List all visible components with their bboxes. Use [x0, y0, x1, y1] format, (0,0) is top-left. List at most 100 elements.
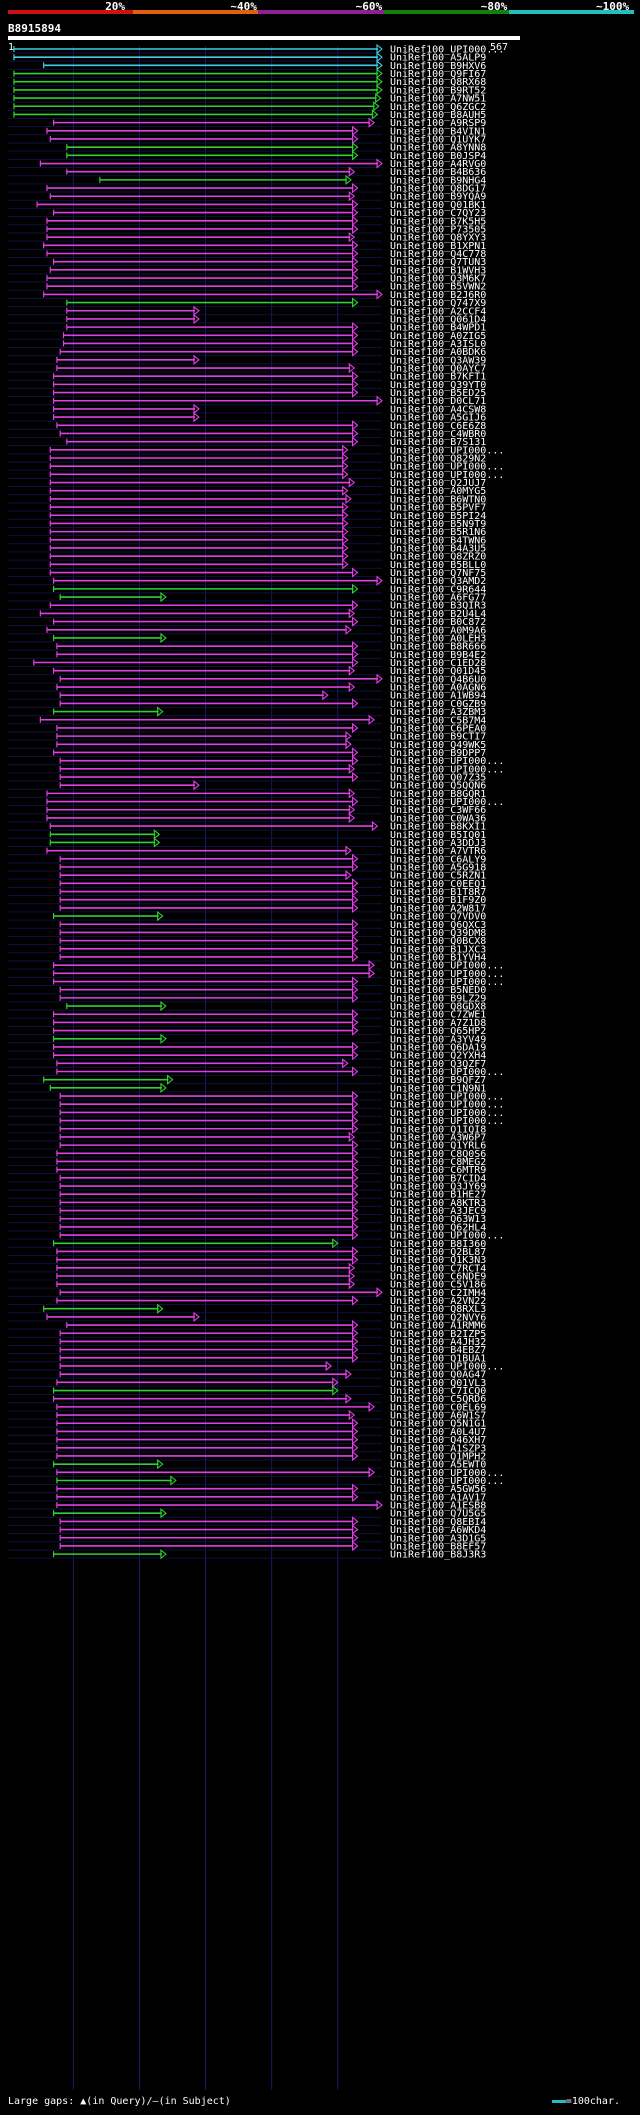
hit-label[interactable]: UniRef100_B8KXI1 [390, 822, 486, 833]
hit-label[interactable]: UniRef100_C2IMH4 [390, 1288, 486, 1299]
hit-label[interactable]: UniRef100_C0EL69 [390, 1402, 486, 1413]
hit-label[interactable]: UniRef100_Q1MPH2 [390, 1451, 486, 1462]
hit-label[interactable]: UniRef100_Q62HL4 [390, 1222, 486, 1233]
hit-label[interactable]: UniRef100_Q1YRL6 [390, 1141, 486, 1152]
hit-label[interactable]: UniRef100_B1F9Z0 [390, 895, 486, 906]
hit-label[interactable]: UniRef100_Q5N1G1 [390, 1419, 486, 1430]
hit-label[interactable]: UniRef100_B9LZ29 [390, 993, 486, 1004]
hit-label[interactable]: UniRef100_B4B636 [390, 167, 486, 178]
hit-label[interactable]: UniRef100_C0WA36 [390, 813, 486, 824]
hit-label[interactable]: UniRef100_Q7NF75 [390, 568, 486, 579]
hit-label[interactable]: UniRef100_A2W817 [390, 903, 486, 914]
hit-label[interactable]: UniRef100_Q3AW39 [390, 355, 486, 366]
hit-label[interactable]: UniRef100_B9CTI7 [390, 732, 486, 743]
hit-label[interactable]: UniRef100_A0LEH3 [390, 633, 486, 644]
hit-label[interactable]: UniRef100_B1JXC3 [390, 944, 486, 955]
hit-label[interactable]: UniRef100_Q2YXH4 [390, 1051, 486, 1062]
hit-label[interactable]: UniRef100_Q3M6K7 [390, 274, 486, 285]
hit-label[interactable]: UniRef100_B5VWN2 [390, 282, 486, 293]
hit-label[interactable]: UniRef100_B7K5H5 [390, 216, 486, 227]
hit-label[interactable]: UniRef100_C7QY23 [390, 208, 486, 219]
hit-label[interactable]: UniRef100_C1N9N1 [390, 1083, 486, 1094]
hit-label[interactable]: UniRef100_UPI000... [390, 462, 504, 473]
hit-label[interactable]: UniRef100_Q8RX68 [390, 77, 486, 88]
hit-label[interactable]: UniRef100_Q1UYK7 [390, 134, 486, 145]
hit-label[interactable]: UniRef100_A3W6P7 [390, 1132, 486, 1143]
hit-label[interactable]: UniRef100_C0GZB9 [390, 699, 486, 710]
hit-label[interactable]: UniRef100_Q3JY69 [390, 1182, 486, 1193]
hit-label[interactable]: UniRef100_B5ED25 [390, 388, 486, 399]
hit-label[interactable]: UniRef100_Q2NVY6 [390, 1312, 486, 1323]
hit-label[interactable]: UniRef100_B8J3R3 [390, 1550, 486, 1561]
hit-label[interactable]: UniRef100_Q8EBI4 [390, 1517, 486, 1528]
hit-label[interactable]: UniRef100_B1XPN1 [390, 241, 486, 252]
hit-label[interactable]: UniRef100_Q46XH7 [390, 1435, 486, 1446]
hit-label[interactable]: UniRef100_B4TWN6 [390, 535, 486, 546]
hit-label[interactable]: UniRef100_A7NW51 [390, 94, 486, 105]
hit-label[interactable]: UniRef100_UPI000... [390, 1231, 504, 1242]
hit-label[interactable]: UniRef100_A1AV17 [390, 1492, 486, 1503]
hit-label[interactable]: UniRef100_B1WVH3 [390, 265, 486, 276]
hit-label[interactable]: UniRef100_Q2BL87 [390, 1247, 486, 1258]
hit-label[interactable]: UniRef100_Q1IQI8 [390, 1124, 486, 1135]
hit-label[interactable]: UniRef100_B5PVF7 [390, 503, 486, 514]
hit-label[interactable]: UniRef100_C0EEQ1 [390, 879, 486, 890]
hit-label[interactable]: UniRef100_C5RZN1 [390, 871, 486, 882]
hit-label[interactable]: UniRef100_A3D1G5 [390, 1533, 486, 1544]
hit-label[interactable]: UniRef100_C6ALY9 [390, 854, 486, 865]
hit-label[interactable]: UniRef100_C6MTR9 [390, 1165, 486, 1176]
hit-label[interactable]: UniRef100_B5BLL0 [390, 560, 486, 571]
hit-label[interactable]: UniRef100_B9NHG4 [390, 175, 486, 186]
hit-label[interactable]: UniRef100_D0CL71 [390, 396, 486, 407]
hit-label[interactable]: UniRef100_A8KTR3 [390, 1198, 486, 1209]
hit-label[interactable]: UniRef100_UPI000... [390, 1361, 504, 1372]
hit-label[interactable]: UniRef100_Q061D4 [390, 314, 486, 325]
hit-label[interactable]: UniRef100_Q4B6U0 [390, 674, 486, 685]
hit-label[interactable]: UniRef100_B8EF57 [390, 1541, 486, 1552]
hit-label[interactable]: UniRef100_UPI000... [390, 1100, 504, 1111]
hit-label[interactable]: UniRef100_UPI000... [390, 1092, 504, 1103]
hit-label[interactable]: UniRef100_B4WPD1 [390, 323, 486, 334]
hit-label[interactable]: UniRef100_Q1K3N3 [390, 1255, 486, 1266]
hit-label[interactable]: UniRef100_B5NED0 [390, 985, 486, 996]
hit-label[interactable]: UniRef100_A5G918 [390, 863, 486, 874]
hit-label[interactable]: UniRef100_P73505 [390, 224, 486, 235]
hit-label[interactable]: UniRef100_A9RSP9 [390, 118, 486, 129]
hit-label[interactable]: UniRef100_A5GIJ6 [390, 413, 486, 424]
hit-label[interactable]: UniRef100_Q39YT0 [390, 380, 486, 391]
hit-label[interactable]: UniRef100_Q01VL3 [390, 1378, 486, 1389]
hit-label[interactable]: UniRef100_A1SZP3 [390, 1443, 486, 1454]
hit-label[interactable]: UniRef100_C4WBR0 [390, 429, 486, 440]
hit-label[interactable]: UniRef100_B0C872 [390, 617, 486, 628]
hit-label[interactable]: UniRef100_A6FG77 [390, 593, 486, 604]
hit-label[interactable]: UniRef100_Q6ZGC2 [390, 102, 486, 113]
hit-label[interactable]: UniRef100_B9HXV6 [390, 61, 486, 72]
hit-label[interactable]: UniRef100_Q9FI67 [390, 69, 486, 80]
hit-label[interactable]: UniRef100_B1T8R7 [390, 887, 486, 898]
hit-label[interactable]: UniRef100_B4A3U5 [390, 543, 486, 554]
hit-label[interactable]: UniRef100_B1YVH4 [390, 952, 486, 963]
hit-label[interactable]: UniRef100_UPI000... [390, 1468, 504, 1479]
hit-label[interactable]: UniRef100_C6PEA0 [390, 723, 486, 734]
hit-label[interactable]: UniRef100_Q49WK5 [390, 740, 486, 751]
hit-label[interactable]: UniRef100_B4EBZ7 [390, 1345, 486, 1356]
hit-label[interactable]: UniRef100_B6WTN0 [390, 494, 486, 505]
hit-label[interactable]: UniRef100_Q6DA19 [390, 1042, 486, 1053]
hit-label[interactable]: UniRef100_A1WB94 [390, 691, 486, 702]
hit-label[interactable]: UniRef100_Q8YXY3 [390, 233, 486, 244]
hit-label[interactable]: UniRef100_UPI000... [390, 1116, 504, 1127]
hit-label[interactable]: UniRef100_Q1BUA1 [390, 1353, 486, 1364]
hit-label[interactable]: UniRef100_Q8DG17 [390, 184, 486, 195]
hit-label[interactable]: UniRef100_Q5QQN6 [390, 781, 486, 792]
hit-label[interactable]: UniRef100_A8YNN8 [390, 143, 486, 154]
hit-label[interactable]: UniRef100_B2IZP5 [390, 1329, 486, 1340]
hit-label[interactable]: UniRef100_C8MEG2 [390, 1157, 486, 1168]
hit-label[interactable]: UniRef100_UPI000... [390, 1067, 504, 1078]
hit-label[interactable]: UniRef100_Q4C778 [390, 249, 486, 260]
hit-label[interactable]: UniRef100_B7KFT1 [390, 372, 486, 383]
hit-label[interactable]: UniRef100_UPI000... [390, 45, 504, 56]
hit-label[interactable]: UniRef100_Q01BK1 [390, 200, 486, 211]
hit-label[interactable]: UniRef100_B0JSP4 [390, 151, 486, 162]
hit-label[interactable]: UniRef100_UPI000... [390, 961, 504, 972]
hit-label[interactable]: UniRef100_B9B4E2 [390, 650, 486, 661]
